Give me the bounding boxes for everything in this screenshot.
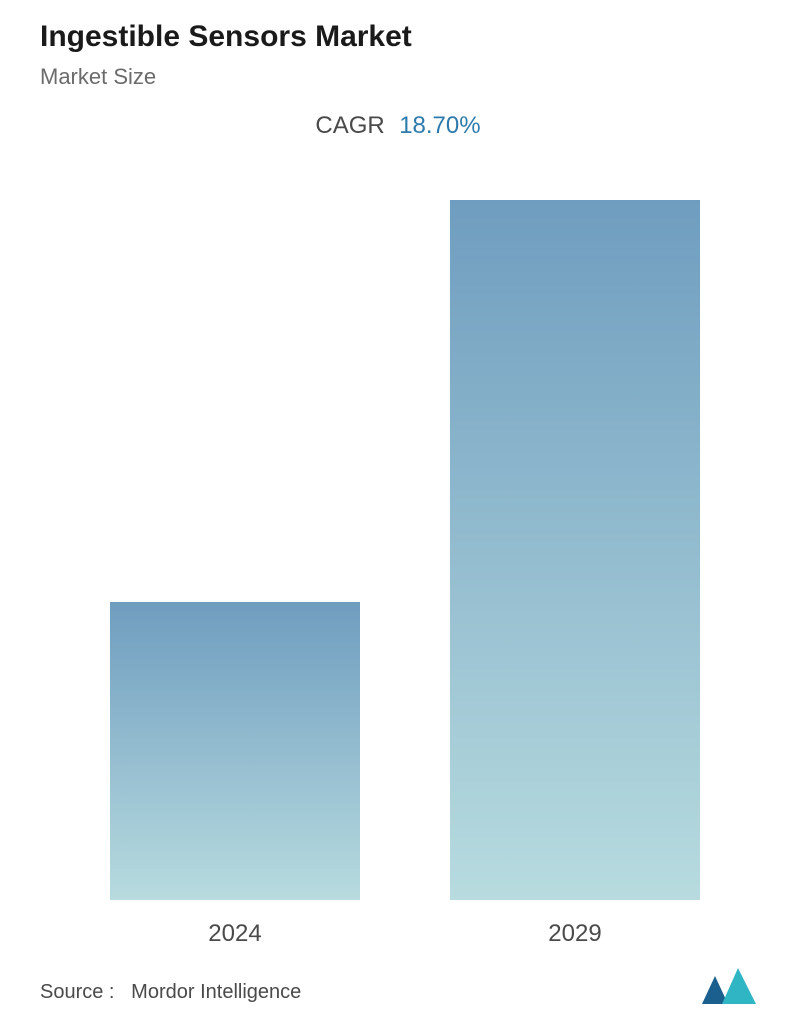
source-name: Mordor Intelligence — [131, 981, 301, 1003]
chart-container: Ingestible Sensors Market Market Size CA… — [0, 0, 796, 1034]
cagr-value: 18.70% — [399, 112, 480, 139]
x-axis-label-2024: 2024 — [110, 920, 360, 948]
bar-2029 — [450, 200, 700, 900]
cagr-label: CAGR — [315, 112, 384, 139]
chart-subtitle: Market Size — [40, 64, 756, 90]
mordor-logo-icon — [702, 968, 756, 1004]
bar-fill — [450, 200, 700, 900]
source-label: Source : — [40, 981, 114, 1003]
source-text: Source : Mordor Intelligence — [40, 981, 301, 1004]
plot-area: 2024 2029 — [40, 152, 756, 960]
bar-fill — [110, 602, 360, 900]
bar-2024 — [110, 602, 360, 900]
chart-title: Ingestible Sensors Market — [40, 20, 756, 54]
x-axis-label-2029: 2029 — [450, 920, 700, 948]
footer: Source : Mordor Intelligence — [40, 968, 756, 1004]
cagr-row: CAGR 18.70% — [40, 112, 756, 140]
